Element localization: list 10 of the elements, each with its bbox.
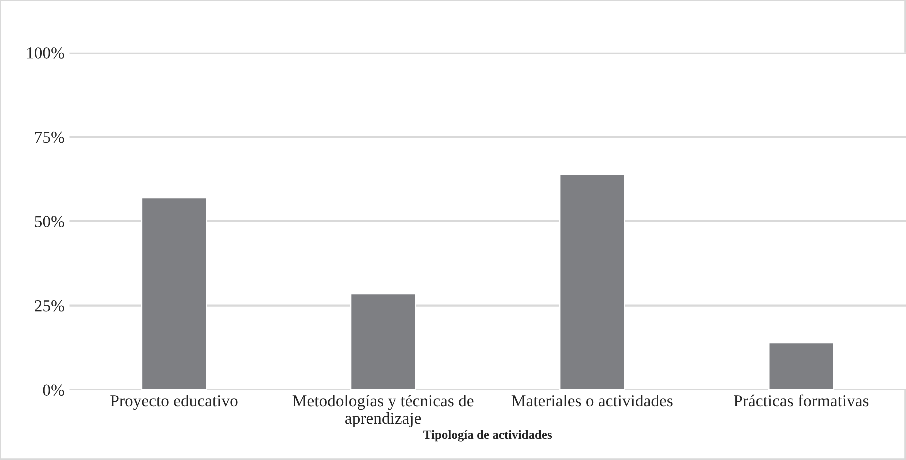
x-axis-title: Tipología de actividades bbox=[424, 430, 552, 442]
x-tick-label: Prácticas formativas bbox=[734, 394, 869, 407]
y-tick-label: 0% bbox=[43, 384, 64, 396]
y-tick-label: 50% bbox=[35, 216, 64, 228]
x-tick-label: Materiales o actividades bbox=[512, 394, 673, 407]
x-tick-label: Proyecto educativo bbox=[110, 394, 238, 410]
x-tick-label: Metodologías y técnicas de aprendizaje bbox=[292, 394, 474, 428]
y-tick-label: 25% bbox=[35, 300, 64, 312]
y-tick-label: 75% bbox=[35, 132, 64, 144]
y-tick-label: 100% bbox=[27, 48, 64, 59]
